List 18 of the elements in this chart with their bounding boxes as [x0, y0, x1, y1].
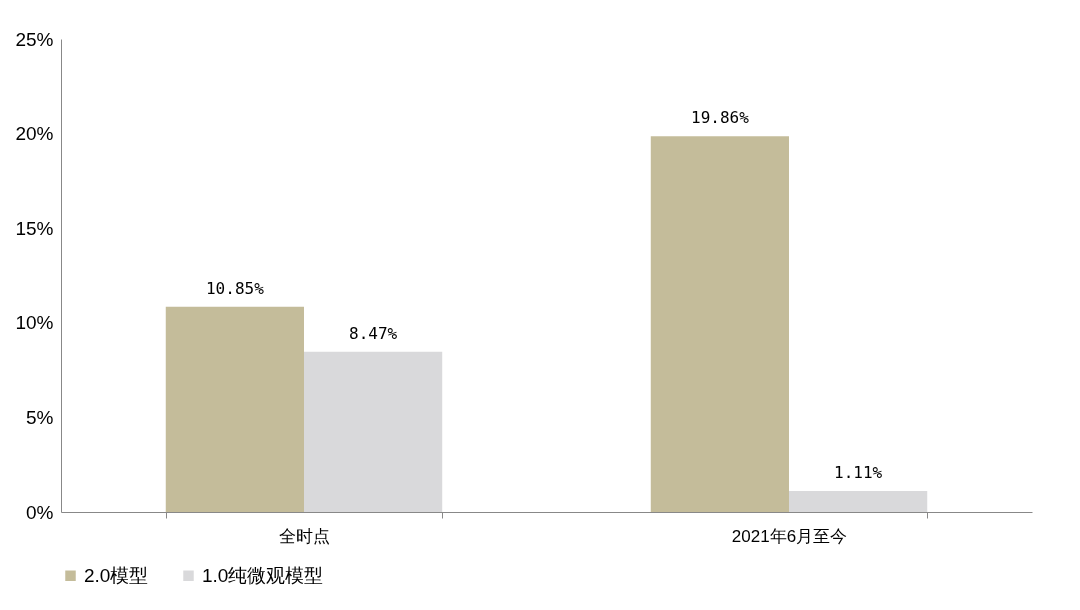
y-tick-label: 25%: [15, 28, 54, 50]
y-tick-label: 10%: [15, 312, 54, 334]
bar: [650, 136, 790, 512]
y-tick-label: 0%: [26, 501, 54, 523]
y-tick-label: 20%: [15, 123, 54, 145]
x-tick-label: 全时点: [278, 526, 330, 546]
data-label: 1.11%: [834, 463, 883, 482]
bar: [789, 491, 928, 512]
y-tick-label: 15%: [15, 217, 54, 239]
legend-label: 1.0纯微观模型: [202, 564, 324, 586]
data-label: 19.86%: [690, 108, 750, 128]
data-label: 10.85%: [205, 278, 265, 298]
x-tick-label: 2021年6月至今: [731, 526, 848, 546]
data-label: 8.47%: [349, 323, 398, 343]
y-tick-label: 5%: [26, 406, 54, 428]
legend-label: 2.0模型: [84, 564, 149, 586]
bar: [303, 351, 443, 512]
bar: [165, 306, 304, 512]
